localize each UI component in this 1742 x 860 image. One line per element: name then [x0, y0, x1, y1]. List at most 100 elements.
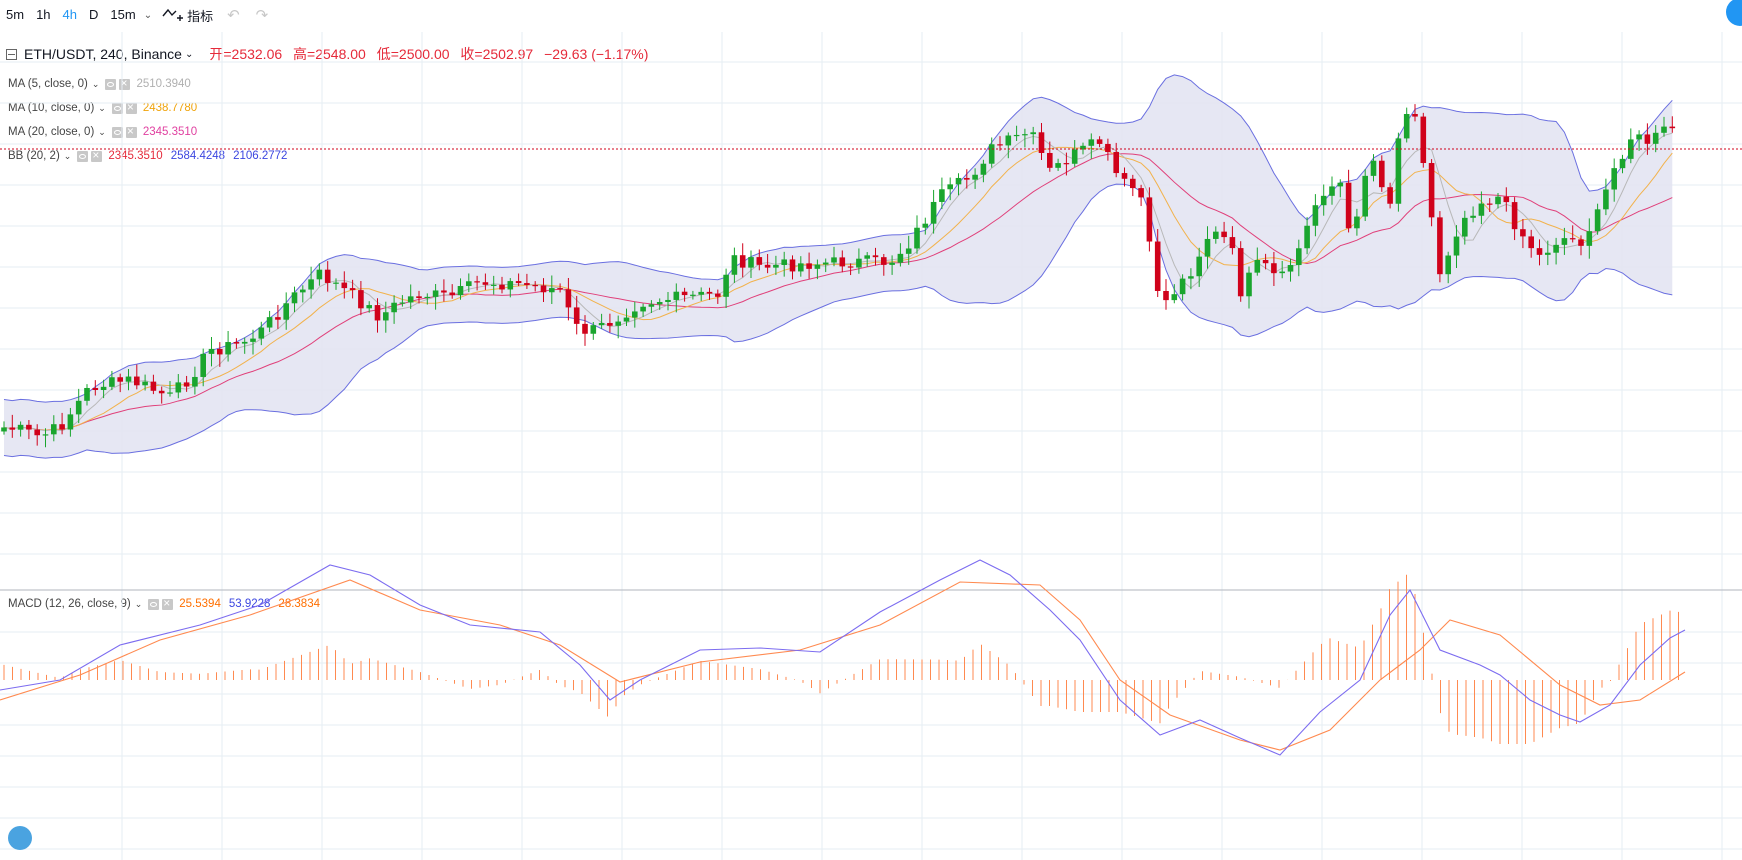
- candle-body: [134, 376, 140, 386]
- candle-body: [466, 281, 472, 287]
- candle-body: [1, 427, 7, 432]
- candle-body: [1329, 186, 1335, 196]
- interval-4h[interactable]: 4h: [62, 7, 77, 22]
- candle-body: [150, 381, 157, 391]
- candle-body: [1403, 113, 1410, 139]
- candle-body: [1486, 203, 1493, 205]
- candle-body: [432, 290, 439, 297]
- candle-body: [681, 291, 688, 296]
- indicator-dropdown-icon[interactable]: ⌄: [98, 126, 106, 137]
- interval-1h[interactable]: 1h: [36, 7, 51, 22]
- candle-body: [1113, 152, 1119, 174]
- indicator-name[interactable]: BB (20, 2): [8, 150, 60, 162]
- interval-dropdown-caret-icon[interactable]: ⌄: [143, 9, 153, 21]
- collapse-legend-icon[interactable]: [6, 48, 17, 60]
- indicator-value: 2438.7780: [142, 102, 198, 114]
- candle-body: [524, 283, 530, 285]
- candle-body: [1420, 116, 1427, 164]
- candle-body: [1047, 152, 1053, 168]
- indicator-remove-icon[interactable]: [119, 76, 131, 90]
- interval-d[interactable]: D: [89, 7, 99, 22]
- candle-body: [366, 305, 372, 309]
- candle-body: [1528, 236, 1534, 249]
- macd-visibility-icon[interactable]: [148, 598, 160, 610]
- candle-body: [1196, 256, 1202, 277]
- indicator-visibility-icon[interactable]: [111, 126, 123, 138]
- macd-line-value: 53.9228: [228, 598, 271, 610]
- candle-body: [1345, 182, 1352, 229]
- candle-body: [1619, 158, 1626, 169]
- candle-body: [1545, 252, 1551, 255]
- undo-icon[interactable]: ↶: [227, 7, 240, 24]
- candle-body: [1213, 231, 1219, 239]
- indicator-visibility-icon[interactable]: [77, 150, 89, 162]
- candle-body: [1312, 205, 1319, 226]
- candle-body: [349, 288, 356, 291]
- candle-body: [839, 257, 846, 267]
- candle-body: [764, 264, 771, 268]
- indicators-button[interactable]: 指标: [156, 6, 219, 25]
- candle-body: [1586, 231, 1593, 246]
- candle-body: [1221, 231, 1227, 238]
- interval-5m[interactable]: 5m: [6, 7, 25, 22]
- indicator-dropdown-icon[interactable]: ⌄: [91, 78, 100, 89]
- candle-body: [1229, 237, 1236, 249]
- candle-body: [1163, 290, 1169, 301]
- indicator-remove-icon[interactable]: [125, 100, 137, 114]
- candle-body: [806, 263, 812, 269]
- candle-body: [183, 382, 190, 387]
- candle-body: [225, 342, 231, 355]
- indicator-name[interactable]: MA (5, close, 0): [8, 78, 88, 90]
- indicator-value: 2584.4248: [170, 150, 226, 162]
- symbol-title[interactable]: ETH/USDT, 240, Binance: [24, 46, 182, 62]
- interval-15m[interactable]: 15m: [110, 7, 136, 22]
- candle-body: [789, 259, 796, 272]
- ohlc-close: 收=2502.97: [460, 46, 534, 62]
- indicator-name[interactable]: MA (10, close, 0): [8, 102, 95, 114]
- indicator-name[interactable]: MA (20, close, 0): [8, 126, 95, 138]
- candle-body: [1337, 182, 1344, 187]
- candle-body: [499, 284, 505, 290]
- candle-body: [1370, 160, 1377, 176]
- candle-body: [831, 257, 837, 263]
- indicator-visibility-icon[interactable]: [105, 78, 117, 90]
- indicator-visibility-icon[interactable]: [111, 102, 123, 114]
- candle-body: [565, 289, 572, 308]
- candle-body: [690, 294, 696, 296]
- candle-body: [1362, 175, 1368, 217]
- candle-body: [1005, 135, 1012, 146]
- candle-body: [449, 292, 455, 296]
- macd-legend-name[interactable]: MACD (12, 26, close, 9): [8, 598, 131, 610]
- tradingview-logo-icon: [8, 826, 32, 850]
- macd-remove-icon[interactable]: [162, 596, 174, 610]
- candle-body: [1594, 209, 1601, 232]
- candle-body: [84, 387, 90, 401]
- candle-body: [1578, 239, 1584, 246]
- candle-body: [798, 263, 804, 272]
- candle-body: [1428, 163, 1435, 218]
- candle-body: [1271, 263, 1277, 274]
- macd-dropdown-icon[interactable]: ⌄: [134, 598, 143, 609]
- indicator-dropdown-icon[interactable]: ⌄: [98, 102, 106, 113]
- redo-icon[interactable]: ↷: [255, 7, 269, 24]
- candle-body: [1669, 126, 1676, 129]
- candle-body: [1188, 276, 1194, 279]
- candle-body: [109, 377, 115, 387]
- candle-body: [673, 291, 680, 300]
- candle-body: [34, 429, 40, 436]
- candle-body: [557, 288, 563, 290]
- corner-badge-icon[interactable]: [1726, 0, 1742, 26]
- candle-body: [1063, 163, 1070, 165]
- candle-body: [756, 257, 763, 265]
- candle-body: [250, 338, 256, 342]
- candle-body: [930, 201, 937, 224]
- candle-body: [972, 174, 978, 180]
- indicator-remove-icon[interactable]: [91, 148, 103, 162]
- candle-body: [125, 376, 132, 382]
- price-chart[interactable]: [0, 32, 1742, 860]
- candle-body: [1495, 196, 1501, 205]
- indicator-dropdown-icon[interactable]: ⌄: [63, 150, 72, 161]
- candle-body: [540, 285, 547, 293]
- indicator-remove-icon[interactable]: [125, 124, 137, 138]
- symbol-dropdown-icon[interactable]: ⌄: [184, 48, 194, 60]
